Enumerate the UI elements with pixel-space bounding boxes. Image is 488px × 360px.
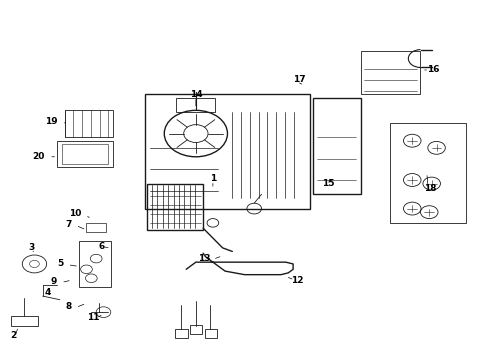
Bar: [144, 94, 309, 208]
Text: 11: 11: [87, 313, 100, 322]
Text: 9: 9: [51, 277, 57, 286]
Text: 20: 20: [32, 152, 44, 161]
Text: 4: 4: [44, 288, 50, 297]
Text: 18: 18: [424, 184, 436, 193]
Text: 15: 15: [322, 179, 334, 188]
Text: 2: 2: [10, 331, 17, 340]
Text: 16: 16: [426, 65, 438, 74]
Text: 13: 13: [198, 254, 210, 263]
Bar: [361, 51, 419, 94]
Bar: [204, 329, 216, 338]
Text: 6: 6: [99, 242, 104, 251]
Bar: [86, 223, 106, 232]
Bar: [176, 98, 215, 112]
Text: 1: 1: [209, 174, 216, 183]
Text: 7: 7: [65, 220, 72, 229]
Bar: [62, 144, 108, 164]
Bar: [11, 316, 38, 327]
Text: 3: 3: [28, 243, 34, 252]
Text: 14: 14: [189, 90, 202, 99]
Bar: [175, 329, 187, 338]
Text: 5: 5: [57, 260, 63, 269]
Text: 17: 17: [292, 76, 305, 85]
Text: 8: 8: [65, 302, 72, 311]
Bar: [312, 98, 361, 194]
Bar: [389, 123, 465, 223]
Text: 10: 10: [69, 210, 81, 219]
Text: 12: 12: [290, 275, 303, 284]
Bar: [64, 111, 113, 137]
Bar: [190, 325, 202, 334]
Bar: [79, 241, 111, 287]
Text: 19: 19: [44, 117, 57, 126]
Bar: [57, 141, 113, 167]
Bar: [147, 184, 203, 230]
